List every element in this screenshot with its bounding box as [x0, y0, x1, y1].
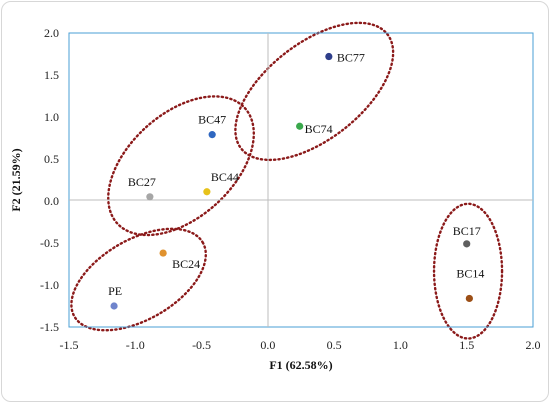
data-point-bc27	[146, 193, 154, 201]
y-tick-label: -0.5	[40, 236, 59, 250]
cluster-layer	[70, 21, 504, 340]
cluster-ellipse-4	[432, 202, 504, 340]
y-tick-label: 0.0	[44, 194, 59, 208]
data-point-bc74	[296, 122, 304, 130]
cluster-ellipse-3	[70, 227, 207, 332]
points-layer	[110, 52, 473, 310]
point-labels-layer: BC77 BC74 BC47 BC27 BC44 BC24 PE BC17 BC14	[108, 51, 484, 298]
cluster-ellipse-1	[234, 21, 395, 162]
x-tick-label: -0.5	[192, 338, 211, 352]
x-tick-label: 1.0	[393, 338, 408, 352]
x-tick-labels: -1.5 -1.0 -0.5 0.0 0.5 1.0 1.5 2.0	[60, 338, 541, 352]
data-point-bc17	[463, 240, 471, 248]
data-point-bc47	[208, 131, 216, 139]
data-point-bc44	[203, 188, 211, 196]
y-tick-label: 1.0	[44, 110, 59, 124]
point-label-bc44: BC44	[211, 170, 239, 184]
y-tick-label: 2.0	[44, 26, 59, 40]
point-label-bc14: BC14	[456, 266, 484, 280]
x-tick-label: -1.0	[126, 338, 145, 352]
point-label-bc74: BC74	[305, 122, 333, 136]
y-axis-title: F2 (21.59%)	[9, 148, 23, 211]
cluster-ellipse-2	[107, 95, 255, 237]
point-label-bc27: BC27	[128, 175, 156, 189]
plot-area-border	[68, 32, 534, 328]
y-tick-label: -1.0	[40, 278, 59, 292]
x-tick-label: 2.0	[526, 338, 541, 352]
data-point-bc24	[159, 249, 167, 257]
x-tick-label: 0.0	[260, 338, 275, 352]
x-tick-label: 0.5	[327, 338, 342, 352]
data-point-bc14	[465, 294, 473, 303]
point-label-bc17: BC17	[453, 224, 481, 238]
y-tick-labels: 2.0 1.5 1.0 0.5 0.0 -0.5 -1.0 -1.5	[40, 26, 59, 334]
point-label-bc47: BC47	[198, 113, 226, 127]
axes-layer	[68, 32, 534, 328]
x-axis-title: F1 (62.58%)	[269, 358, 332, 372]
y-tick-label: 1.5	[44, 68, 59, 82]
x-tick-label: -1.5	[60, 338, 79, 352]
point-label-bc77: BC77	[337, 51, 365, 65]
data-point-bc77	[325, 52, 333, 61]
x-tick-label: 1.5	[459, 338, 474, 352]
point-label-bc24: BC24	[172, 257, 200, 271]
y-tick-label: 0.5	[44, 152, 59, 166]
data-point-pe	[110, 302, 118, 310]
point-label-pe: PE	[108, 284, 122, 298]
y-tick-label: -1.5	[40, 320, 59, 334]
